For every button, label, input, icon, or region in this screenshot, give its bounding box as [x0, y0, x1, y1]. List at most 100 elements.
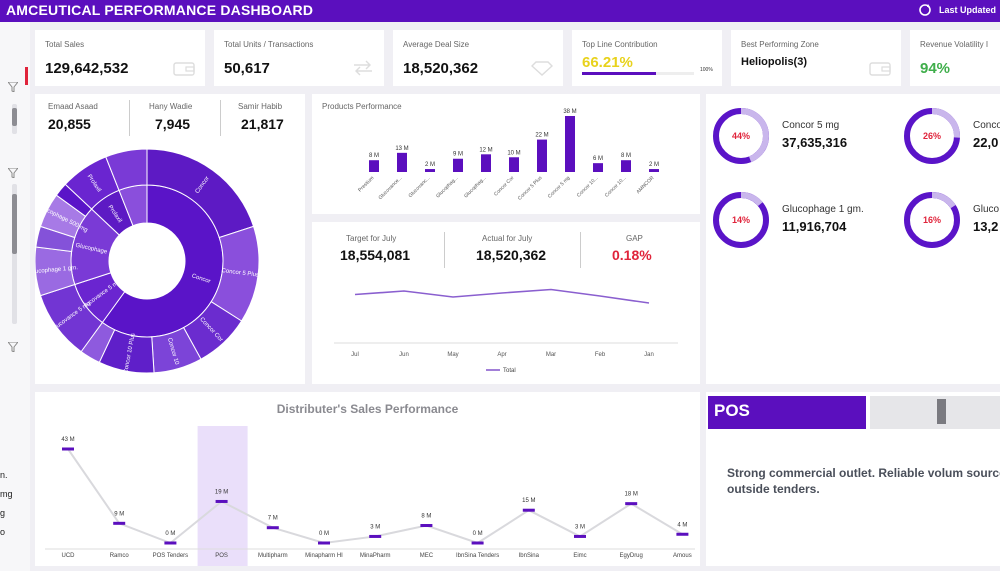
kpi-card-total-units: Total Units / Transactions 50,617	[214, 30, 384, 86]
rep-name: Hany Wadie	[149, 102, 193, 111]
bar-data-label: 9 M	[453, 152, 463, 158]
distributor-marker	[215, 499, 228, 503]
filter-scrollbar[interactable]	[12, 184, 17, 324]
pos-label-bar: POS	[708, 396, 866, 429]
top-bar: AMCEUTICAL PERFORMANCE DASHBOARD Last Up…	[0, 0, 1000, 22]
product-share-panel: 44% 26% 14% 16% Concor 5 mg 37,635,316 Conc…	[706, 94, 1000, 384]
separator	[220, 100, 221, 136]
rep-value: 20,855	[48, 116, 91, 132]
bar-category-label: Glucophag...	[435, 175, 459, 199]
pos-description: Strong commercial outlet. Reliable volum…	[727, 466, 1000, 496]
product-bar	[397, 152, 407, 172]
products-performance-card: Products Performance 8 M Prestium 13 M Gluc…	[312, 94, 700, 214]
filter-text: mg	[0, 489, 13, 499]
distributor-name: Eimc	[573, 553, 586, 559]
product-bar	[537, 139, 547, 172]
distributor-marker	[574, 534, 586, 538]
distributor-marker	[420, 524, 433, 528]
sunburst-label: Glucophage 1 gm.	[35, 265, 78, 276]
kpi-card-total-sales: Total Sales 129,642,532	[35, 30, 205, 86]
month-label: Jun	[399, 352, 409, 358]
bar-category-label: Concor 10...	[576, 175, 600, 199]
distributor-data-label: 0 M	[165, 531, 175, 537]
monthly-trend-chart[interactable]: Jul Jun May Apr Mar Feb Jan Total	[312, 222, 700, 384]
distributor-data-label: 3 M	[370, 524, 380, 530]
kpi-value: 18,520,362	[403, 60, 479, 77]
separator	[580, 232, 581, 268]
donut-percent-label: 44%	[732, 131, 750, 141]
scrollbar-thumb[interactable]	[12, 194, 17, 254]
bar-data-label: 12 M	[479, 147, 492, 153]
distributor-name: IbnSina	[519, 553, 540, 559]
kpi-label: Average Deal Size	[403, 40, 470, 49]
sunburst-segment	[105, 148, 148, 191]
distributor-name: IbnSina Tenders	[456, 553, 499, 559]
distributor-marker	[164, 541, 177, 545]
scrollbar-thumb[interactable]	[12, 108, 17, 126]
products-performance-title: Products Performance	[322, 102, 402, 111]
kpi-label: Best Performing Zone	[741, 40, 819, 49]
distributors-card: Distributer's Sales Performance 43 M UCD 9…	[35, 392, 700, 566]
bar-category-label: Glucovance...	[378, 175, 404, 201]
product-bar	[453, 158, 463, 172]
product-value: 11,916,704	[782, 219, 847, 234]
product-bar	[621, 160, 631, 172]
distributor-name: POS	[215, 553, 228, 559]
filter-text: o	[0, 527, 6, 537]
product-bar	[509, 157, 519, 172]
product-value: 22,0	[973, 135, 999, 150]
kpi-value: 129,642,532	[45, 60, 129, 77]
distributor-data-label: 7 M	[268, 516, 278, 522]
bar-data-label: 8 M	[369, 153, 379, 159]
products-bar-chart[interactable]: 8 M Prestium 13 M Glucovance... 2 M Glucovanc…	[312, 94, 700, 214]
legend-label: Total	[503, 368, 516, 374]
distributor-marker	[318, 541, 330, 545]
bar-category-label: Concor 5 mg	[547, 175, 572, 200]
distributor-data-label: 19 M	[215, 489, 228, 495]
month-label: May	[447, 352, 458, 358]
bar-data-label: 13 M	[395, 146, 408, 152]
rep-value: 7,945	[155, 116, 191, 132]
kpi-value: 94%	[920, 60, 951, 77]
month-label: Mar	[546, 352, 556, 358]
distributors-line-chart[interactable]: 43 M UCD 9 M Ramco 0 M POS Tenders 19 M POS 7 M M…	[35, 392, 700, 566]
target-card: Target for July 18,554,081 Actual for Ju…	[312, 222, 700, 384]
kpi-label: Top Line Contribution	[582, 40, 658, 49]
distributor-marker	[625, 502, 638, 506]
product-name: Concor	[973, 120, 1000, 131]
separator	[129, 100, 130, 136]
filter-icon[interactable]	[8, 168, 18, 178]
distributor-marker	[113, 521, 126, 525]
target-label: Target for July	[346, 234, 397, 243]
actual-label: Actual for July	[482, 234, 533, 243]
distributor-data-label: 8 M	[421, 514, 431, 520]
pos-slider-thumb[interactable]	[937, 399, 946, 424]
kpi-card-average-deal: Average Deal Size 18,520,362	[393, 30, 563, 86]
filter-scrollbar[interactable]	[12, 104, 17, 134]
refresh-icon[interactable]	[918, 3, 932, 17]
pos-slider-track[interactable]	[870, 396, 1000, 429]
distributor-name: Ramco	[110, 553, 130, 559]
filter-icon[interactable]	[8, 342, 18, 352]
distributor-data-label: 43 M	[61, 437, 74, 443]
bar-data-label: 2 M	[425, 162, 435, 168]
bar-category-label: Glucovanc...	[408, 175, 432, 199]
product-name: Glucophage 1 gm.	[782, 204, 864, 215]
product-bar	[425, 169, 435, 172]
filter-rail: n. mg g o	[0, 22, 30, 571]
month-label: Jan	[644, 352, 654, 358]
donut-percent-label: 16%	[923, 215, 941, 225]
distributor-name: MinaPharm	[360, 553, 391, 559]
donut-share-arc	[904, 192, 960, 248]
product-bar	[481, 154, 491, 172]
distributors-title: Distributer's Sales Performance	[276, 402, 459, 416]
bar-category-label: Glucophag...	[463, 175, 487, 199]
distributor-data-label: 4 M	[677, 522, 687, 528]
filter-icon[interactable]	[8, 82, 18, 92]
sunburst-label: Concor	[191, 273, 211, 285]
kpi-card-volatility: Revenue Volatility I 94%	[910, 30, 1000, 86]
bar-data-label: 2 M	[649, 162, 659, 168]
bar-data-label: 10 M	[507, 150, 520, 156]
donut-share-arc	[713, 108, 769, 164]
